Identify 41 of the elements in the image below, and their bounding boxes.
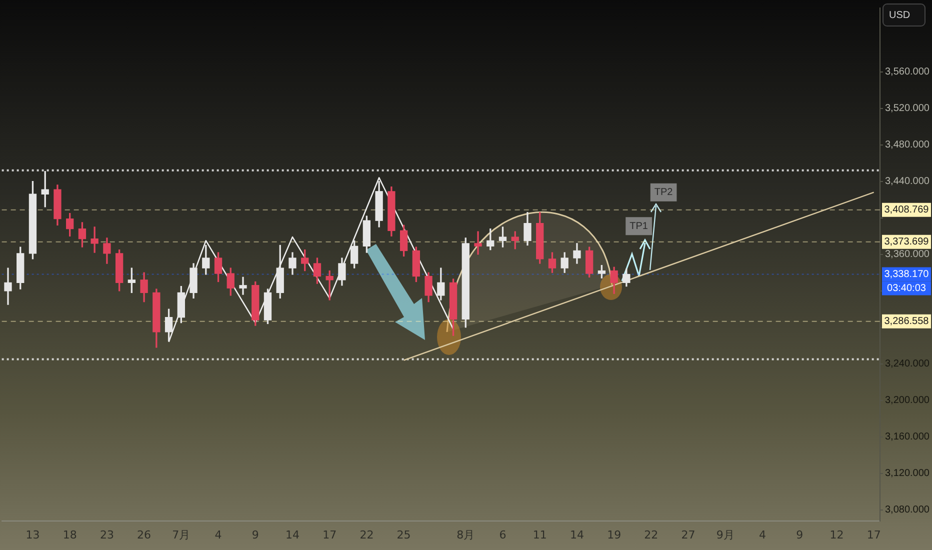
y-tick-label: 3,120.000 bbox=[885, 468, 930, 480]
x-tick-label: 4 bbox=[758, 528, 766, 542]
ref-line-label: 3,338.170 bbox=[884, 269, 930, 280]
y-tick-label: 3,240.000 bbox=[885, 358, 930, 370]
x-tick-label: 9 bbox=[252, 528, 259, 542]
x-tick-label: 13 bbox=[26, 528, 40, 542]
x-tick-label: 12 bbox=[830, 528, 844, 542]
x-tick-label: 11 bbox=[532, 528, 547, 542]
x-tick-label: 26 bbox=[137, 528, 152, 542]
x-tick-label: 9月 bbox=[716, 528, 734, 542]
x-tick-label: 14 bbox=[285, 528, 300, 542]
x-tick-label: 6 bbox=[499, 528, 506, 542]
annotation: TP2 bbox=[654, 187, 674, 198]
y-tick-label: 3,560.000 bbox=[885, 66, 930, 78]
x-tick-label: 18 bbox=[62, 528, 77, 542]
x-tick-label: 4 bbox=[214, 528, 222, 542]
x-tick-label: 19 bbox=[607, 528, 622, 542]
y-axis-title: USD bbox=[889, 10, 910, 21]
x-tick-label: 9 bbox=[796, 528, 804, 542]
x-tick-label: 27 bbox=[681, 528, 696, 542]
x-tick-label: 22 bbox=[360, 528, 374, 542]
ref-line-label: 3,373.699 bbox=[884, 236, 930, 248]
y-tick-label: 3,360.000 bbox=[885, 249, 930, 260]
annotation: TP1 bbox=[630, 220, 648, 232]
y-tick-label: 3,160.000 bbox=[885, 432, 930, 443]
y-tick-label: 3,200.000 bbox=[885, 395, 930, 406]
y-tick-label: 3,480.000 bbox=[885, 140, 930, 151]
x-tick-label: 25 bbox=[396, 528, 411, 542]
y-tick-label: 3,080.000 bbox=[885, 504, 930, 516]
y-tick-label: 3,440.000 bbox=[885, 176, 930, 188]
ref-line-label: 3,286.558 bbox=[884, 316, 930, 328]
x-tick-label: 22 bbox=[644, 528, 658, 542]
x-tick-label: 8月 bbox=[456, 528, 475, 542]
y-tick-label: 3,520.000 bbox=[885, 103, 930, 114]
x-tick-label: 14 bbox=[570, 528, 584, 542]
x-tick-label: 23 bbox=[100, 528, 114, 542]
x-tick-label: 17 bbox=[322, 528, 337, 542]
x-tick-label: 7月 bbox=[172, 528, 190, 542]
x-tick-label: 17 bbox=[866, 528, 881, 542]
text: 03:40:03 bbox=[887, 283, 926, 294]
ref-line-label: 3,408.769 bbox=[884, 204, 930, 216]
